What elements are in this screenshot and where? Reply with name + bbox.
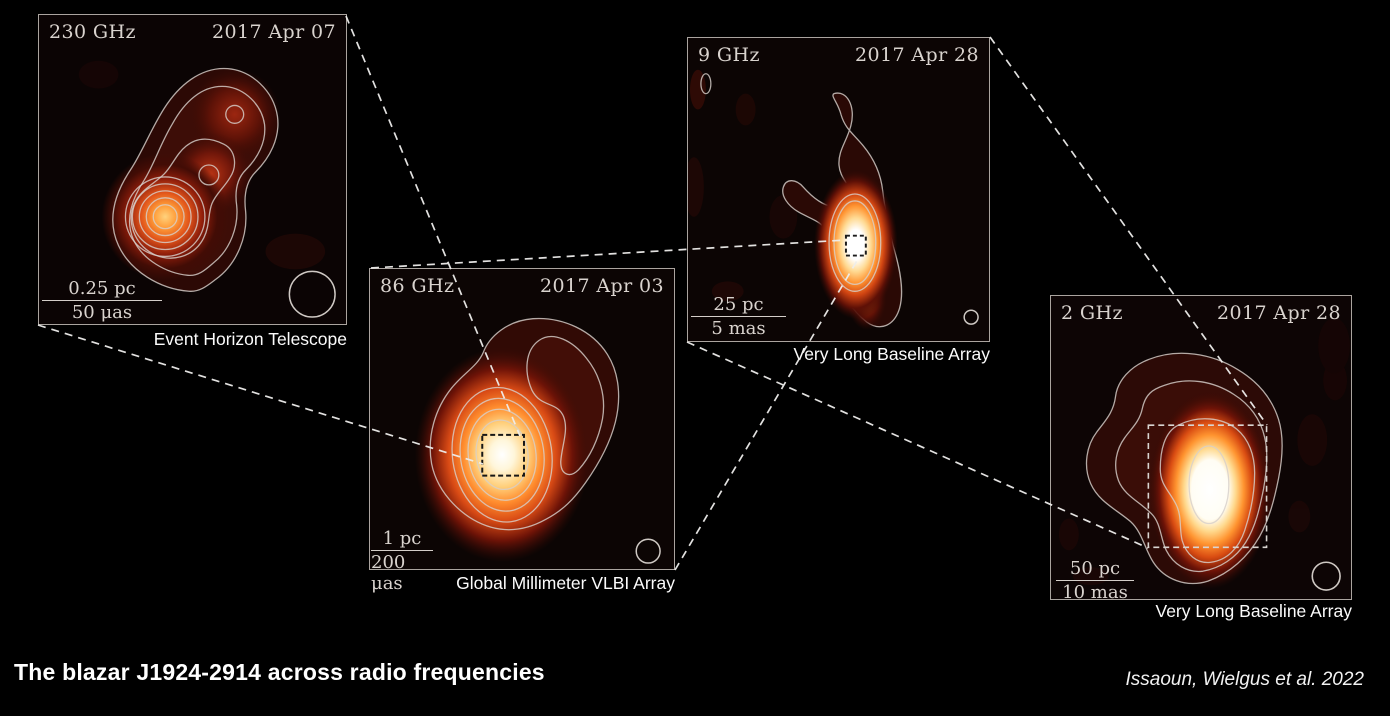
- zoom-region-box: [1147, 424, 1268, 549]
- date-label: 2017 Apr 03: [540, 275, 664, 297]
- background-noise: [78, 60, 326, 270]
- scale-bar: 25 pc 5 mas: [691, 294, 786, 339]
- scale-bar-line: [1056, 580, 1134, 581]
- scale-bottom-label: 10 mas: [1062, 582, 1128, 603]
- date-label: 2017 Apr 07: [212, 21, 336, 43]
- telescope-label: Global Millimeter VLBI Array: [456, 573, 675, 593]
- telescope-label: Event Horizon Telescope: [153, 329, 347, 349]
- frequency-label: 230 GHz: [49, 21, 136, 43]
- panel-86ghz-gmva: 86 GHz 2017 Apr 03 1 pc 200 μas: [369, 268, 675, 594]
- scale-bottom-label: 200 μas: [371, 552, 406, 594]
- scale-bar: 1 pc 200 μas: [371, 528, 433, 594]
- scale-bar-line: [42, 300, 162, 301]
- date-label: 2017 Apr 28: [1217, 302, 1341, 324]
- scale-bar: 50 pc 10 mas: [1056, 558, 1134, 603]
- beam-circle-icon: [635, 538, 661, 564]
- scale-bar-line: [371, 550, 433, 551]
- scale-top-label: 25 pc: [713, 294, 764, 315]
- beam-circle-icon: [288, 270, 336, 318]
- frequency-label: 9 GHz: [698, 44, 760, 66]
- scale-top-label: 0.25 pc: [68, 278, 136, 299]
- scale-bar-line: [691, 316, 786, 317]
- beam-circle-icon: [963, 309, 979, 325]
- scale-bar: 0.25 pc 50 μas: [42, 278, 162, 323]
- telescope-label: Very Long Baseline Array: [1155, 601, 1352, 621]
- scale-bottom-label: 50 μas: [71, 302, 133, 323]
- panel-230ghz-eht: 230 GHz 2017 Apr 07 0.25 pc 50 μas: [38, 14, 347, 325]
- frequency-label: 86 GHz: [380, 275, 455, 297]
- emission-contours: [112, 68, 279, 292]
- panel-9ghz-vlba: 9 GHz 2017 Apr 28 25 pc 5 mas: [687, 37, 990, 342]
- scale-bottom-label: 5 mas: [711, 318, 766, 339]
- panel-2ghz-vlba: 2 GHz 2017 Apr 28 50 pc 10 mas: [1050, 295, 1352, 603]
- figure-title: The blazar J1924-2914 across radio frequ…: [14, 659, 545, 685]
- beam-circle-icon: [1311, 561, 1341, 591]
- scale-top-label: 1 pc: [382, 528, 422, 549]
- radio-map-image-2ghz: [1051, 296, 1351, 599]
- scale-top-label: 50 pc: [1069, 558, 1121, 579]
- date-label: 2017 Apr 28: [855, 44, 979, 66]
- frequency-label: 2 GHz: [1061, 302, 1123, 324]
- telescope-label: Very Long Baseline Array: [793, 344, 990, 364]
- figure-credit: Issaoun, Wielgus et al. 2022: [1125, 669, 1364, 690]
- radio-map-image-86ghz: [370, 269, 674, 569]
- radio-map-image-230ghz: [39, 15, 346, 324]
